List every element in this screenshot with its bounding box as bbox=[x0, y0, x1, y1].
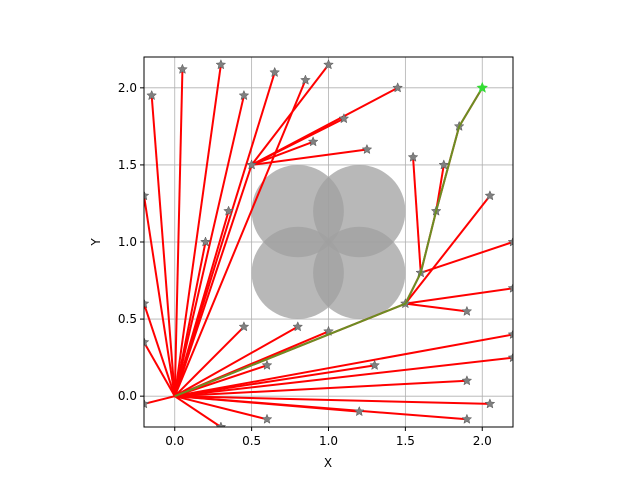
tree-node bbox=[307, 136, 319, 147]
tree-node bbox=[369, 359, 381, 370]
y-tick-label: 0.5 bbox=[118, 312, 137, 326]
tree-node bbox=[300, 74, 311, 85]
tree-edge bbox=[144, 303, 176, 397]
tree-edge bbox=[174, 326, 245, 397]
tree-edge bbox=[174, 395, 490, 405]
tree-edge bbox=[144, 395, 175, 405]
tree-edge bbox=[404, 195, 491, 305]
tree-edge bbox=[412, 157, 422, 273]
x-tick-label: 0.0 bbox=[165, 434, 184, 448]
y-axis-label: Y bbox=[89, 238, 103, 247]
tree-edge bbox=[173, 79, 307, 397]
tree-edge bbox=[174, 395, 360, 413]
tree-node bbox=[144, 298, 150, 309]
tree-edge bbox=[405, 302, 467, 313]
tree-edge bbox=[174, 379, 467, 398]
path-line bbox=[174, 87, 484, 398]
tree-node bbox=[507, 282, 513, 293]
y-tick-label: 2.0 bbox=[118, 81, 137, 95]
tree-node bbox=[144, 190, 150, 201]
tree-edge bbox=[174, 356, 513, 398]
tree-node bbox=[177, 63, 188, 74]
tree-node bbox=[361, 143, 373, 155]
tree-node bbox=[146, 89, 158, 101]
y-tick-label: 0.0 bbox=[118, 389, 137, 403]
tree-node bbox=[238, 321, 250, 332]
tree-edge bbox=[174, 325, 299, 398]
tree-node bbox=[200, 236, 211, 247]
tree-node bbox=[323, 59, 334, 70]
tree-node bbox=[238, 89, 250, 101]
tree-edge bbox=[405, 287, 513, 305]
tree-node bbox=[507, 328, 513, 340]
tree-edge bbox=[173, 64, 222, 397]
tree-edge bbox=[144, 195, 176, 397]
x-axis-label: X bbox=[324, 456, 332, 470]
obstacle bbox=[313, 226, 406, 319]
tree-edge bbox=[420, 241, 513, 274]
tree-node bbox=[484, 398, 496, 409]
tree-edge bbox=[173, 210, 230, 397]
tree-node bbox=[215, 59, 227, 70]
tree-edge bbox=[150, 95, 176, 397]
tree-node bbox=[461, 413, 473, 424]
tree-node bbox=[144, 398, 150, 409]
tree-edge bbox=[251, 86, 399, 166]
tree-edge bbox=[174, 395, 222, 427]
tree-node bbox=[261, 359, 273, 370]
x-tick-label: 1.5 bbox=[396, 434, 415, 448]
tree-edge bbox=[250, 64, 330, 166]
tree-node bbox=[338, 113, 350, 124]
tree-node bbox=[269, 66, 281, 78]
plot-area bbox=[144, 57, 513, 427]
tree-node bbox=[292, 321, 304, 332]
goal-marker bbox=[476, 81, 488, 93]
tree-node bbox=[507, 351, 513, 363]
tree-node bbox=[507, 236, 513, 247]
tree-node bbox=[246, 159, 258, 170]
tree-edge bbox=[173, 69, 184, 397]
y-tick-label: 1.0 bbox=[118, 235, 137, 249]
tree-edge bbox=[251, 148, 368, 166]
tree-node bbox=[353, 405, 365, 417]
tree-edge bbox=[173, 164, 253, 397]
tree-edge bbox=[173, 95, 245, 397]
tree-node bbox=[144, 336, 150, 347]
x-tick-label: 1.0 bbox=[319, 434, 338, 448]
tree-node bbox=[261, 413, 273, 424]
tree-edge bbox=[174, 333, 513, 398]
tree-node bbox=[215, 421, 227, 427]
tree-node bbox=[223, 205, 234, 216]
tree-node bbox=[392, 82, 404, 93]
x-tick-label: 2.0 bbox=[473, 434, 492, 448]
tree-node bbox=[461, 305, 473, 316]
tree-edge bbox=[174, 364, 375, 398]
tree-node bbox=[438, 159, 450, 170]
y-tick-label: 1.5 bbox=[118, 158, 137, 172]
tree-node bbox=[484, 190, 496, 201]
tree-node bbox=[461, 375, 473, 386]
tree-edge bbox=[174, 395, 268, 421]
x-tick-label: 0.5 bbox=[242, 434, 261, 448]
tree-edge bbox=[173, 241, 207, 397]
tree-edge bbox=[251, 140, 314, 166]
tree-edge bbox=[144, 341, 176, 397]
tree-node bbox=[407, 151, 419, 162]
